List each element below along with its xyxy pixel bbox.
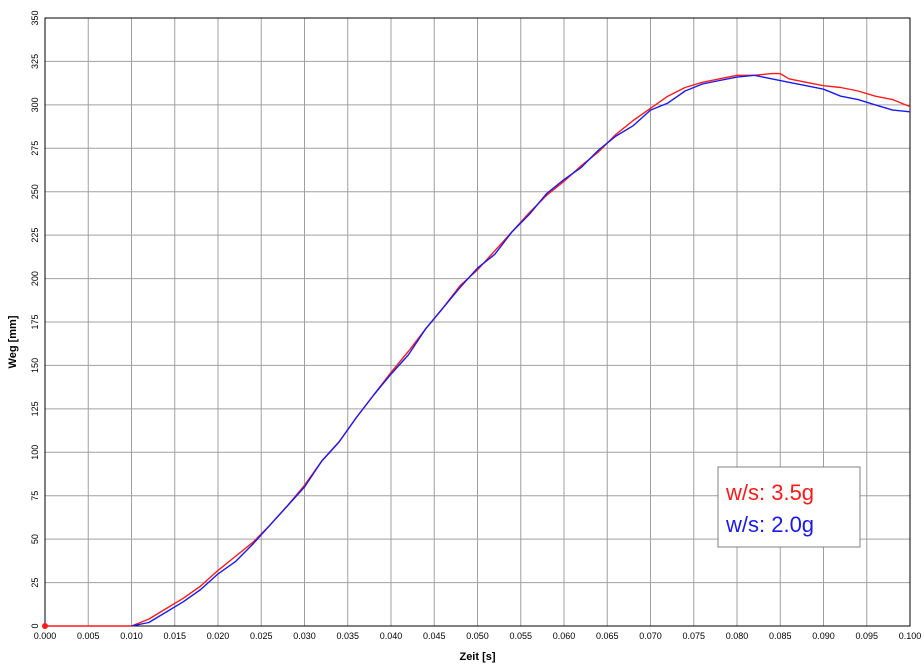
legend: w/s: 3.5g w/s: 2.0g: [717, 466, 861, 548]
x-tick-label: 0.000: [34, 631, 57, 641]
y-tick-label: 300: [30, 97, 40, 112]
y-tick-label: 325: [30, 54, 40, 69]
plot-frame: [44, 17, 911, 627]
x-tick-label: 0.075: [682, 631, 705, 641]
y-tick-label: 50: [30, 534, 40, 544]
x-axis-ticks: 0.000 0.005 0.010 0.015 0.020 0.025 0.030 0.035…: [34, 631, 922, 641]
x-tick-label: 0.025: [250, 631, 273, 641]
x-tick-label: 0.060: [553, 631, 576, 641]
x-tick-label: 0.045: [423, 631, 446, 641]
x-tick-label: 0.035: [336, 631, 359, 641]
x-axis-title: Zeit [s]: [459, 651, 495, 663]
legend-entry-2: w/s: 2.0g: [725, 512, 814, 537]
x-tick-label: 0.030: [293, 631, 316, 641]
grid-lines: [44, 17, 911, 627]
y-tick-label: 75: [30, 491, 40, 501]
x-tick-label: 0.020: [207, 631, 230, 641]
y-tick-label: 225: [30, 228, 40, 243]
y-axis-title: Weg [mm]: [7, 315, 19, 368]
x-tick-label: 0.085: [769, 631, 792, 641]
x-tick-label: 0.010: [120, 631, 143, 641]
legend-box: [717, 466, 861, 548]
y-tick-label: 150: [30, 358, 40, 373]
y-tick-label: 0: [30, 623, 40, 628]
x-tick-label: 0.005: [77, 631, 100, 641]
legend-entry-1: w/s: 3.5g: [725, 480, 814, 505]
x-tick-label: 0.015: [163, 631, 186, 641]
y-tick-label: 100: [30, 445, 40, 460]
y-tick-label: 250: [30, 184, 40, 199]
origin-marker: [42, 623, 48, 629]
x-tick-label: 0.095: [855, 631, 878, 641]
y-tick-label: 275: [30, 141, 40, 156]
x-tick-label: 0.090: [812, 631, 835, 641]
x-tick-label: 0.065: [596, 631, 619, 641]
y-tick-label: 25: [30, 578, 40, 588]
x-tick-label: 0.050: [466, 631, 489, 641]
y-tick-label: 175: [30, 314, 40, 329]
y-axis-ticks: 0 25 50 75 100 125 150 175 200 225 250 275 300 325 350: [30, 10, 40, 628]
x-tick-label: 0.040: [380, 631, 403, 641]
series-line-2: [131, 74, 911, 627]
x-tick-label: 0.070: [639, 631, 662, 641]
x-tick-label: 0.080: [726, 631, 749, 641]
x-tick-label: 0.100: [899, 631, 922, 641]
y-tick-label: 350: [30, 10, 40, 25]
y-tick-label: 200: [30, 271, 40, 286]
y-tick-label: 125: [30, 401, 40, 416]
x-tick-label: 0.055: [509, 631, 532, 641]
series-lines: [42, 72, 911, 629]
